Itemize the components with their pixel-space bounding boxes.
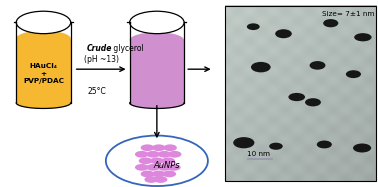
Ellipse shape: [130, 97, 184, 108]
Circle shape: [163, 171, 176, 177]
Ellipse shape: [288, 93, 305, 101]
Polygon shape: [16, 39, 71, 103]
Ellipse shape: [323, 19, 338, 27]
Circle shape: [139, 157, 152, 164]
Ellipse shape: [251, 62, 271, 72]
Ellipse shape: [130, 11, 184, 34]
Ellipse shape: [354, 33, 372, 41]
Text: AuNPs: AuNPs: [153, 161, 180, 170]
Circle shape: [146, 151, 160, 158]
Circle shape: [158, 151, 171, 158]
Ellipse shape: [305, 98, 321, 106]
Ellipse shape: [353, 143, 371, 152]
Text: Size= 7±1 nm: Size= 7±1 nm: [322, 11, 374, 17]
Circle shape: [144, 176, 158, 183]
Ellipse shape: [16, 97, 71, 108]
Ellipse shape: [16, 11, 71, 34]
Text: glycerol: glycerol: [111, 44, 143, 53]
Ellipse shape: [233, 137, 254, 148]
Circle shape: [152, 171, 166, 177]
Circle shape: [168, 151, 181, 158]
Ellipse shape: [130, 32, 184, 48]
Text: 25°C: 25°C: [88, 87, 107, 96]
Ellipse shape: [269, 143, 283, 150]
Text: HAuCl₄
+
PVP/PDAC: HAuCl₄ + PVP/PDAC: [23, 63, 64, 84]
Circle shape: [135, 164, 149, 171]
Ellipse shape: [346, 70, 361, 78]
Circle shape: [152, 144, 166, 151]
Ellipse shape: [275, 29, 292, 38]
Circle shape: [154, 176, 167, 183]
Circle shape: [163, 144, 177, 151]
Circle shape: [167, 164, 181, 171]
Polygon shape: [130, 40, 184, 103]
Ellipse shape: [310, 61, 325, 70]
Circle shape: [158, 164, 171, 171]
Ellipse shape: [317, 141, 332, 148]
Ellipse shape: [16, 31, 71, 46]
Circle shape: [106, 136, 208, 186]
Circle shape: [135, 151, 149, 158]
Circle shape: [150, 157, 164, 164]
Text: Crude: Crude: [87, 44, 112, 53]
Circle shape: [146, 164, 160, 171]
Text: 10 nm: 10 nm: [247, 151, 270, 157]
Ellipse shape: [247, 23, 260, 30]
Circle shape: [161, 157, 175, 164]
Circle shape: [141, 171, 154, 177]
Circle shape: [141, 144, 154, 151]
Text: (pH ~13): (pH ~13): [84, 55, 119, 64]
